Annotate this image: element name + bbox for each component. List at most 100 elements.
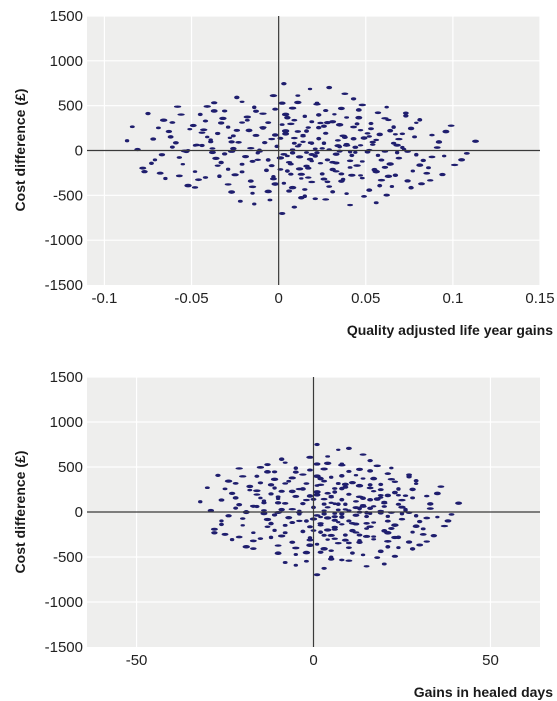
top-scatter-point bbox=[202, 176, 209, 179]
bottom-scatter-point bbox=[349, 551, 355, 555]
top-y-tick-labels: -1500 -1000 -500 0 500 1000 1500 bbox=[45, 8, 83, 294]
top-scatter-point bbox=[281, 129, 290, 133]
bottom-scatter-point bbox=[402, 494, 409, 498]
bottom-scatter-point bbox=[267, 483, 275, 487]
bottom-scatter-point bbox=[366, 486, 374, 490]
top-scatter-point bbox=[129, 125, 135, 129]
top-x-tick-label: -0.1 bbox=[91, 290, 117, 307]
bottom-scatter-point bbox=[303, 519, 309, 523]
top-y-tick-label: 0 bbox=[75, 143, 83, 160]
top-scatter-point bbox=[264, 168, 269, 173]
bottom-scatter-point bbox=[336, 520, 341, 524]
top-scatter-point bbox=[334, 139, 341, 142]
top-scatter-point bbox=[197, 112, 203, 117]
bottom-scatter-point bbox=[403, 508, 408, 512]
top-scatter-point bbox=[230, 146, 237, 151]
bottom-scatter-point bbox=[219, 522, 224, 527]
bottom-scatter-point bbox=[320, 547, 328, 551]
top-scatter-point bbox=[370, 143, 376, 146]
top-scatter-point bbox=[272, 107, 279, 111]
bottom-scatter-point bbox=[339, 558, 345, 562]
top-scatter-point bbox=[163, 176, 168, 181]
bottom-scatter-point bbox=[367, 497, 374, 502]
top-x-tick-label: 0.05 bbox=[351, 290, 380, 307]
bottom-scatter-point bbox=[363, 521, 370, 525]
bottom-scatter-point bbox=[384, 493, 392, 498]
bottom-scatter-point bbox=[413, 513, 419, 518]
bottom-scatter-point bbox=[317, 523, 324, 527]
bottom-scatter-point bbox=[444, 519, 452, 523]
top-scatter-point bbox=[334, 144, 342, 148]
bottom-x-tick-label: 0 bbox=[309, 652, 317, 669]
top-scatter-point bbox=[352, 145, 359, 149]
top-scatter-point bbox=[384, 105, 389, 109]
top-scatter-point bbox=[233, 128, 241, 132]
bottom-scatter-point bbox=[343, 502, 348, 507]
top-scatter-point bbox=[433, 146, 441, 149]
top-x-tick-label: 0.1 bbox=[442, 290, 463, 307]
top-scatter-point bbox=[252, 133, 260, 137]
top-x-axis-label: Quality adjusted life year gains bbox=[347, 322, 553, 338]
bottom-scatter-point bbox=[378, 482, 384, 487]
bottom-scatter-point bbox=[228, 491, 236, 496]
top-scatter-point bbox=[309, 120, 315, 124]
top-scatter-point bbox=[394, 150, 400, 155]
top-scatter-point bbox=[247, 179, 254, 183]
top-scatter-point bbox=[435, 140, 443, 144]
bottom-scatter-point bbox=[360, 553, 366, 557]
top-scatter-point bbox=[177, 113, 185, 116]
top-scatter-point bbox=[323, 120, 331, 125]
bottom-scatter-point bbox=[258, 496, 263, 500]
top-scatter-point bbox=[265, 158, 271, 162]
bottom-scatter-point bbox=[331, 525, 338, 529]
top-scatter-point bbox=[288, 172, 294, 176]
top-scatter-point bbox=[299, 177, 304, 180]
top-scatter-point bbox=[187, 127, 193, 131]
top-scatter-point bbox=[372, 169, 380, 174]
bottom-scatter-point bbox=[359, 453, 367, 456]
top-scatter-point bbox=[239, 170, 245, 174]
bottom-scatter-point bbox=[263, 517, 272, 522]
bottom-y-tick-label: -1500 bbox=[45, 639, 83, 656]
top-scatter-point bbox=[399, 132, 406, 136]
top-scatter-point bbox=[317, 162, 324, 165]
bottom-scatter-point bbox=[405, 540, 413, 544]
top-scatter-point bbox=[260, 126, 266, 130]
top-scatter-point bbox=[214, 131, 221, 136]
bottom-x-tick-label: 50 bbox=[482, 652, 499, 669]
top-scatter-point bbox=[463, 152, 470, 155]
top-scatter-point bbox=[373, 138, 380, 142]
top-scatter-point bbox=[364, 132, 371, 135]
top-scatter-point bbox=[407, 126, 415, 131]
top-scatter-point bbox=[450, 163, 459, 167]
bottom-scatter-point bbox=[307, 525, 313, 529]
top-scatter-point bbox=[368, 121, 374, 126]
bottom-scatter-point bbox=[409, 547, 416, 551]
bottom-scatter-point bbox=[300, 501, 306, 506]
bottom-y-axis-label: Cost difference (£) bbox=[12, 451, 28, 574]
top-scatter-point bbox=[332, 152, 340, 156]
top-scatter-point bbox=[141, 170, 148, 174]
top-scatter-point bbox=[319, 172, 325, 176]
top-scatter-point bbox=[359, 160, 365, 163]
bottom-scatter-point bbox=[395, 502, 402, 506]
top-scatter-point bbox=[245, 128, 253, 133]
bottom-scatter-point bbox=[268, 492, 274, 496]
top-scatter-point bbox=[180, 163, 186, 166]
top-scatter-point bbox=[357, 128, 364, 132]
top-scatter-point bbox=[361, 195, 367, 198]
bottom-scatter-point bbox=[313, 493, 321, 497]
bottom-scatter-point bbox=[332, 490, 338, 494]
top-scatter-point bbox=[348, 173, 356, 177]
bottom-scatter-point bbox=[275, 495, 281, 499]
top-scatter-point bbox=[420, 158, 426, 163]
top-scatter-point bbox=[317, 121, 324, 125]
bottom-scatter-point bbox=[306, 538, 314, 542]
bottom-y-tick-labels: -1500 -1000 -500 0 500 1000 1500 bbox=[45, 369, 83, 656]
bottom-scatter-point bbox=[412, 524, 420, 529]
bottom-scatter-point bbox=[264, 470, 271, 474]
top-zero-lines bbox=[87, 16, 540, 285]
top-scatter-point bbox=[395, 137, 403, 141]
top-scatter-point bbox=[193, 143, 201, 147]
